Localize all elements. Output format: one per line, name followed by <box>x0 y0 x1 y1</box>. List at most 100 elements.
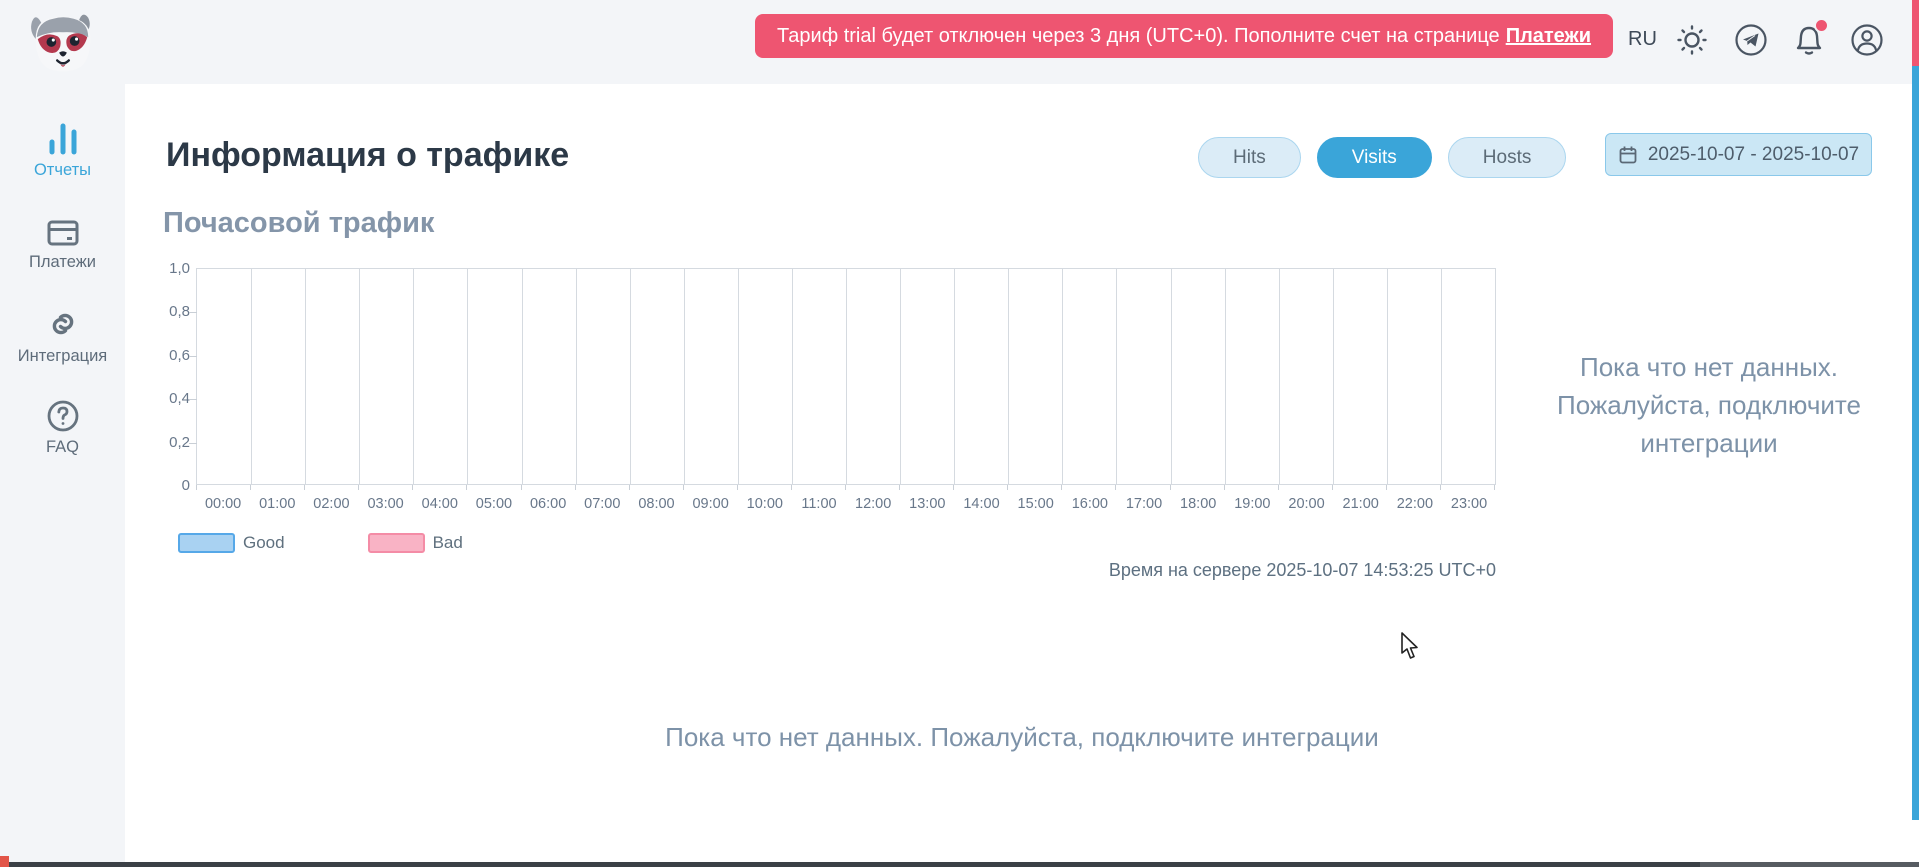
sidebar-item-label: Платежи <box>29 253 96 271</box>
x-tick <box>304 485 306 490</box>
notifications-bell-icon[interactable] <box>1791 18 1829 58</box>
x-axis-label: 06:00 <box>529 496 567 512</box>
x-axis-label: 16:00 <box>1071 496 1108 512</box>
x-tick <box>196 485 197 490</box>
page-empty-message: Пока что нет данных. Пожалуйста, подключ… <box>665 722 1379 752</box>
x-axis-label: 19:00 <box>1234 496 1271 512</box>
legend-item-good[interactable]: Good <box>178 533 285 553</box>
banner-text: Тариф trial будет отключен через 3 дня (… <box>776 24 1500 47</box>
legend-label: Good <box>243 533 285 552</box>
empty-message-line: Пока что нет данных. <box>1580 352 1838 382</box>
gridline <box>305 269 307 484</box>
sidebar-item-integration[interactable]: Интеграция <box>0 304 125 366</box>
gridline <box>683 269 685 484</box>
calendar-icon <box>1619 146 1637 163</box>
traffic-metric-toggle-group: Hits Visits Hosts <box>1198 137 1567 178</box>
gridline <box>1440 269 1442 484</box>
x-axis-label: 07:00 <box>584 496 621 512</box>
y-tick <box>189 399 197 401</box>
sidebar-item-reports[interactable]: Отчеты <box>0 118 125 180</box>
gridline <box>846 269 847 484</box>
x-axis-label: 05:00 <box>475 496 513 512</box>
sidebar: Отчеты Платежи Интеграция <box>0 84 125 862</box>
x-axis-label: 17:00 <box>1125 496 1163 512</box>
hits-button[interactable]: Hits <box>1198 137 1301 178</box>
vertical-scrollbar-track-top <box>1912 0 1919 66</box>
bottom-left-corner-chip <box>0 856 9 867</box>
x-tick <box>250 485 252 490</box>
x-axis-label: 09:00 <box>692 496 729 512</box>
legend-item-bad[interactable]: Bad <box>367 533 463 553</box>
y-axis-label: 0 <box>181 477 190 494</box>
empty-message-line: Пожалуйста, подключите <box>1557 390 1861 420</box>
x-tick <box>736 485 738 490</box>
x-tick <box>953 485 955 490</box>
gridline <box>1170 269 1172 484</box>
x-tick <box>1439 485 1441 490</box>
visits-button[interactable]: Visits <box>1316 137 1432 178</box>
x-tick <box>1331 485 1333 490</box>
gridline <box>1278 269 1280 484</box>
x-axis-label: 01:00 <box>259 496 296 512</box>
x-axis-label: 12:00 <box>855 496 892 512</box>
chart-plot-area <box>189 268 1496 490</box>
x-axis-label: 02:00 <box>313 496 350 512</box>
link-icon <box>0 304 125 342</box>
app-logo-raccoon[interactable] <box>28 10 98 74</box>
gridline <box>359 269 361 484</box>
gridline <box>251 269 253 484</box>
notification-badge-dot <box>1814 18 1829 33</box>
gridline <box>1386 269 1388 484</box>
y-axis-label: 0,6 <box>169 346 190 364</box>
sidebar-item-label: Отчеты <box>33 161 92 179</box>
sidebar-item-payments[interactable]: Платежи <box>0 210 125 272</box>
x-axis-label: 21:00 <box>1342 496 1379 512</box>
x-axis-label: 04:00 <box>421 496 458 512</box>
date-range-picker[interactable]: 2025-10-07 - 2025-10-07 <box>1605 133 1872 176</box>
x-axis-label: 14:00 <box>963 496 1000 512</box>
x-axis-label: 11:00 <box>801 496 837 512</box>
gridline <box>629 269 631 484</box>
y-axis-label: 1,0 <box>169 260 190 277</box>
hosts-button[interactable]: Hosts <box>1447 137 1567 178</box>
x-axis-label: 23:00 <box>1450 496 1488 512</box>
sidebar-item-faq[interactable]: FAQ <box>0 395 125 457</box>
x-tick <box>1169 485 1171 490</box>
x-axis-label: 13:00 <box>909 496 946 512</box>
gridline <box>521 269 523 484</box>
banner-payments-link[interactable]: Платежи <box>1505 24 1592 47</box>
chart-section-title: Почасовой трафик <box>163 207 435 239</box>
theme-sun-icon[interactable] <box>1674 22 1710 58</box>
x-tick <box>1277 485 1279 490</box>
trial-warning-banner: Тариф trial будет отключен через 3 дня (… <box>755 14 1613 58</box>
y-tick <box>189 355 197 357</box>
language-switcher[interactable]: RU <box>1628 28 1657 50</box>
x-axis-label: 08:00 <box>638 496 675 512</box>
y-axis-label: 0,2 <box>169 433 190 451</box>
gridline <box>467 269 469 484</box>
bar-chart-icon <box>0 118 125 156</box>
gridline <box>954 269 956 484</box>
page-title: Информация о трафике <box>166 136 570 174</box>
credit-card-icon <box>0 210 125 248</box>
x-axis-labels: 00:00 01:00 02:00 03:00 04:00 05:00 06:00 07:00… <box>196 496 1496 512</box>
gridline <box>1062 269 1064 484</box>
account-icon[interactable] <box>1849 22 1885 58</box>
x-tick <box>574 485 576 490</box>
x-tick <box>358 485 360 490</box>
gridline <box>900 269 902 484</box>
horizontal-scrollbar-thumb[interactable] <box>0 862 1700 867</box>
x-tick <box>845 485 846 490</box>
legend-swatch-bad <box>367 533 425 553</box>
telegram-icon[interactable] <box>1733 22 1769 58</box>
server-time-label: Время на сервере 2025-10-07 14:53:25 UTC… <box>1108 560 1496 580</box>
x-axis-label: 00:00 <box>204 496 242 512</box>
y-axis-label: 0,8 <box>169 303 190 321</box>
y-tick <box>189 442 197 444</box>
y-tick <box>189 312 197 314</box>
gridline <box>1116 269 1118 484</box>
x-axis-label: 22:00 <box>1396 496 1434 512</box>
vertical-scrollbar-thumb[interactable] <box>1912 66 1919 820</box>
x-tick <box>1385 485 1387 490</box>
